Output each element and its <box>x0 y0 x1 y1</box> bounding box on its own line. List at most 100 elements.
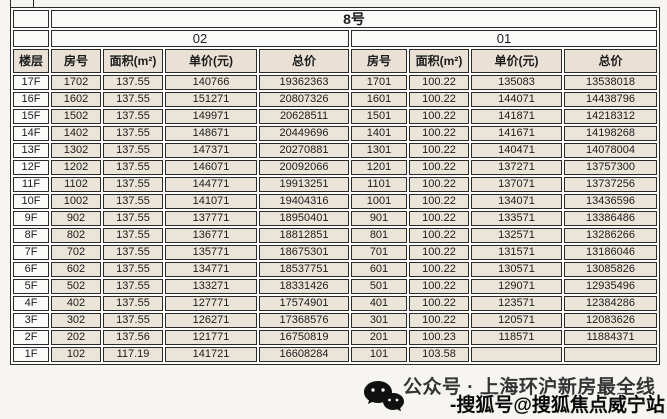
header-floor: 楼层 <box>13 49 49 73</box>
value-cell: 141071 <box>165 194 257 209</box>
floor-cell: 9F <box>13 211 49 226</box>
value-cell: 100.22 <box>409 228 469 243</box>
value-cell: 132571 <box>471 228 562 243</box>
value-cell: 1301 <box>351 143 407 158</box>
table-row: 1F 102 117.19 141721 16608284 101 103.58 <box>13 347 657 362</box>
floor-cell: 13F <box>13 143 49 158</box>
value-cell: 13286266 <box>564 228 657 243</box>
value-cell: 141721 <box>165 347 257 362</box>
value-cell: 135083 <box>471 75 562 90</box>
value-cell: 1102 <box>51 177 101 192</box>
value-cell: 16750819 <box>259 330 349 345</box>
value-cell: 103.58 <box>409 347 469 362</box>
table-row: 13F 1302 137.55 147371 20270881 1301 100.22 140… <box>13 143 657 158</box>
value-cell: 131571 <box>471 245 562 260</box>
value-cell: 137.55 <box>103 143 163 158</box>
value-cell: 101 <box>351 347 407 362</box>
floor-cell: 12F <box>13 160 49 175</box>
value-cell: 100.22 <box>409 296 469 311</box>
floor-cell: 5F <box>13 279 49 294</box>
value-cell: 137071 <box>471 177 562 192</box>
table-row: 8F 802 137.55 136771 18812851 801 100.22 132571… <box>13 228 657 243</box>
value-cell: 147371 <box>165 143 257 158</box>
value-cell: 144071 <box>471 92 562 107</box>
value-cell: 100.22 <box>409 313 469 328</box>
value-cell: 140471 <box>471 143 562 158</box>
value-cell: 127771 <box>165 296 257 311</box>
unit-01-header: 01 <box>351 30 657 47</box>
value-cell: 602 <box>51 262 101 277</box>
header-total-01: 总价 <box>564 49 657 73</box>
value-cell: 137.55 <box>103 109 163 124</box>
table-row: 17F 1702 137.55 140766 19362363 1701 100.22 135… <box>13 75 657 90</box>
value-cell: 100.22 <box>409 109 469 124</box>
value-cell: 129071 <box>471 279 562 294</box>
value-cell: 137.55 <box>103 194 163 209</box>
header-room-02: 房号 <box>51 49 101 73</box>
value-cell: 1402 <box>51 126 101 141</box>
table-row: 16F 1602 137.55 151271 20807326 1601 100.22 144… <box>13 92 657 107</box>
value-cell: 100.23 <box>409 330 469 345</box>
column-header-row: 楼层 房号 面积(m²) 单价(元) 总价 房号 面积(m²) 单价(元) 总价 <box>13 49 657 73</box>
value-cell: 401 <box>351 296 407 311</box>
value-cell: 19913251 <box>259 177 349 192</box>
floor-cell: 3F <box>13 313 49 328</box>
value-cell: 301 <box>351 313 407 328</box>
floor-cell: 17F <box>13 75 49 90</box>
floor-cell: 15F <box>13 109 49 124</box>
floor-cell: 10F <box>13 194 49 209</box>
value-cell: 121771 <box>165 330 257 345</box>
value-cell: 136771 <box>165 228 257 243</box>
watermark-sohu-text: -搜狐号@搜狐焦点威宁站 <box>450 395 665 416</box>
value-cell: 100.22 <box>409 160 469 175</box>
value-cell: 18537751 <box>259 262 349 277</box>
value-cell: 100.22 <box>409 245 469 260</box>
value-cell: 151271 <box>165 92 257 107</box>
value-cell: 137.55 <box>103 262 163 277</box>
value-cell: 133271 <box>165 279 257 294</box>
value-cell: 1502 <box>51 109 101 124</box>
value-cell: 137.55 <box>103 228 163 243</box>
value-cell: 20092066 <box>259 160 349 175</box>
value-cell: 20628511 <box>259 109 349 124</box>
top-edge-line-left <box>10 0 11 7</box>
value-cell <box>471 347 562 362</box>
value-cell: 146071 <box>165 160 257 175</box>
table-row: 15F 1502 137.55 149971 20628511 1501 100.22 141… <box>13 109 657 124</box>
value-cell: 100.22 <box>409 211 469 226</box>
value-cell: 19362363 <box>259 75 349 90</box>
value-cell: 12384286 <box>564 296 657 311</box>
value-cell: 1601 <box>351 92 407 107</box>
value-cell: 501 <box>351 279 407 294</box>
value-cell: 1001 <box>351 194 407 209</box>
value-cell: 1602 <box>51 92 101 107</box>
corner-cell <box>13 30 49 47</box>
table-row: 12F 1202 137.55 146071 20092066 1201 100.22 137… <box>13 160 657 175</box>
value-cell: 100.22 <box>409 126 469 141</box>
table-row: 3F 302 137.55 126271 17368576 301 100.22 120571… <box>13 313 657 328</box>
building-row: 8号 <box>13 10 657 28</box>
value-cell: 100.22 <box>409 177 469 192</box>
table-row: 4F 402 137.55 127771 17574901 401 100.22 123571… <box>13 296 657 311</box>
value-cell: 901 <box>351 211 407 226</box>
value-cell: 137.55 <box>103 126 163 141</box>
value-cell: 13386486 <box>564 211 657 226</box>
value-cell: 137.55 <box>103 245 163 260</box>
table-row: 5F 502 137.55 133271 18331426 501 100.22 129071… <box>13 279 657 294</box>
table-row: 14F 1402 137.55 148671 20449696 1401 100.22 141… <box>13 126 657 141</box>
value-cell: 14218312 <box>564 109 657 124</box>
value-cell: 137.56 <box>103 330 163 345</box>
value-cell: 13538018 <box>564 75 657 90</box>
value-cell: 1002 <box>51 194 101 209</box>
value-cell: 1302 <box>51 143 101 158</box>
value-cell: 702 <box>51 245 101 260</box>
value-cell: 130571 <box>471 262 562 277</box>
header-unitprice-02: 单价(元) <box>165 49 257 73</box>
value-cell: 20807326 <box>259 92 349 107</box>
value-cell: 1201 <box>351 160 407 175</box>
value-cell: 11884371 <box>564 330 657 345</box>
table-row: 7F 702 137.55 135771 18675301 701 100.22 131571… <box>13 245 657 260</box>
value-cell: 123571 <box>471 296 562 311</box>
value-cell: 137771 <box>165 211 257 226</box>
